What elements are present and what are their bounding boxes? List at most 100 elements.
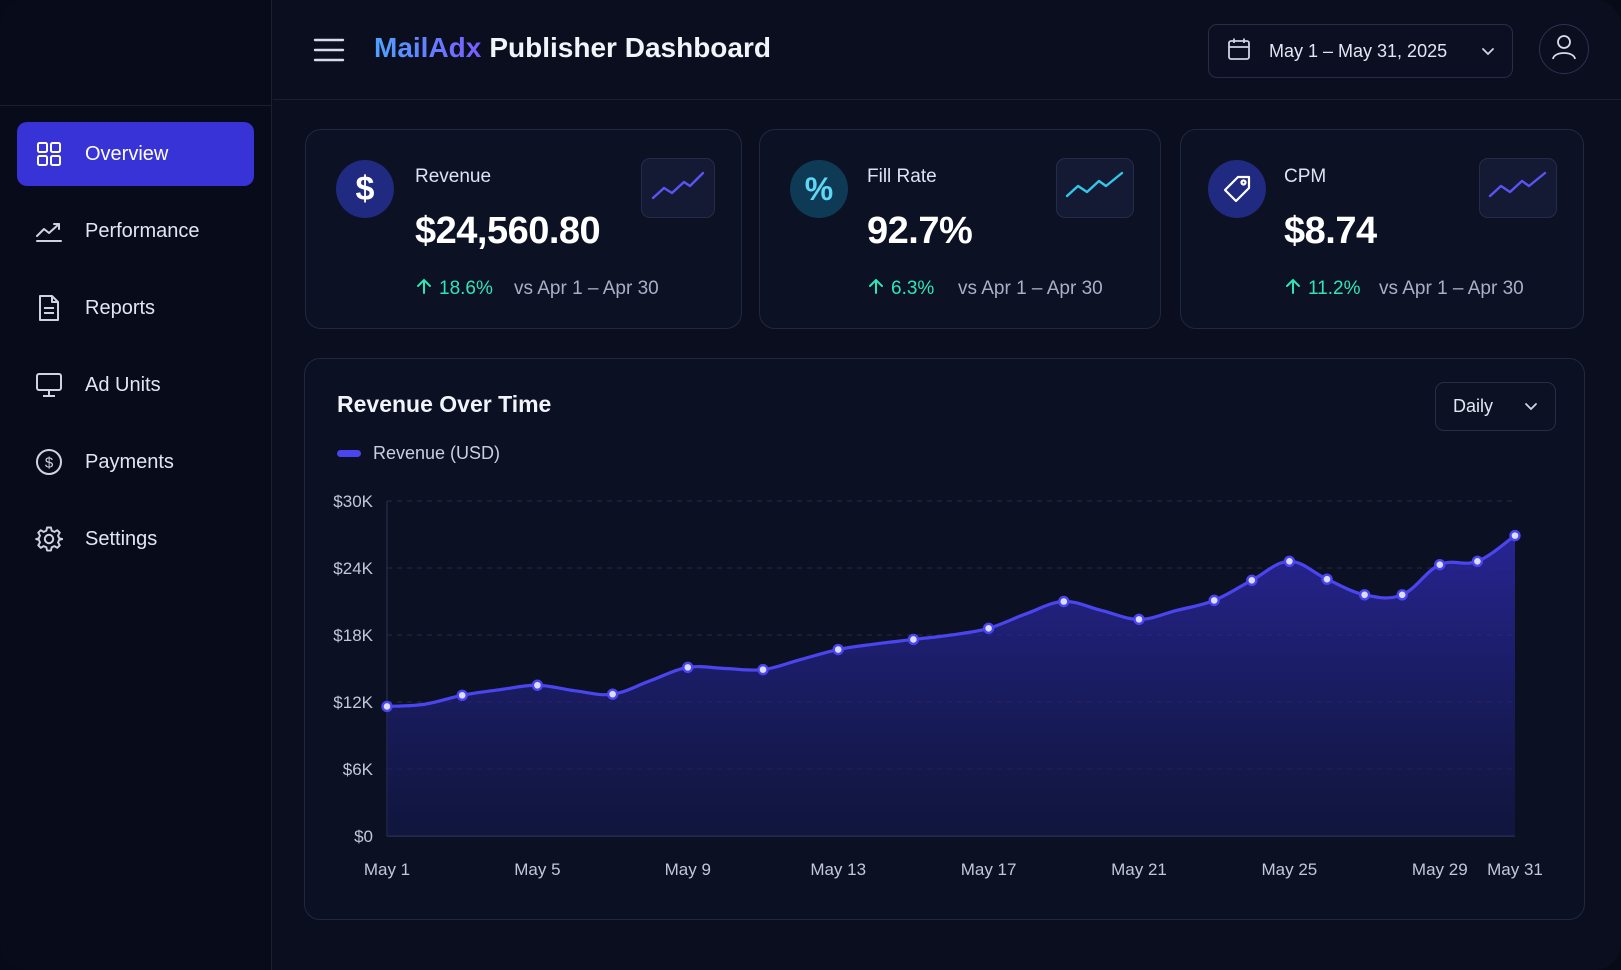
sidebar-item-label: Payments bbox=[85, 450, 174, 473]
dashboard-title: Publisher Dashboard bbox=[489, 32, 771, 63]
data-point[interactable] bbox=[1208, 594, 1220, 607]
x-tick-label: May 17 bbox=[961, 860, 1017, 879]
sparkline-icon bbox=[1488, 170, 1548, 207]
kpi-delta: 18.6% bbox=[415, 277, 493, 301]
x-tick-label: May 21 bbox=[1111, 860, 1167, 879]
data-point[interactable] bbox=[832, 643, 844, 656]
kpi-card-cpm: CPM $8.74 11.2% vs Apr 1 – Apr 30 bbox=[1180, 129, 1584, 329]
data-point[interactable] bbox=[1246, 574, 1258, 586]
kpi-value: $24,560.80 bbox=[415, 210, 601, 252]
svg-text:$: $ bbox=[356, 171, 375, 207]
sidebar-nav: Overview Performance Reports Ad Units bbox=[17, 122, 254, 584]
chart-title: Revenue Over Time bbox=[337, 391, 552, 417]
kpi-delta-value: 11.2% bbox=[1308, 278, 1361, 299]
sidebar-header bbox=[0, 0, 271, 106]
data-point[interactable] bbox=[1133, 613, 1145, 626]
y-tick-label: $24K bbox=[333, 559, 373, 578]
dollar-circle-icon: $ bbox=[35, 448, 63, 476]
x-tick-label: May 5 bbox=[514, 860, 560, 879]
dollar-icon: $ bbox=[336, 160, 394, 218]
user-icon bbox=[1551, 33, 1577, 66]
sidebar-item-label: Performance bbox=[85, 219, 200, 242]
kpi-card-fill-rate: % Fill Rate 92.7% 6.3% vs Apr 1 – Apr 30 bbox=[759, 129, 1161, 329]
sidebar-item-performance[interactable]: Performance bbox=[17, 199, 254, 263]
y-tick-label: $12K bbox=[333, 693, 373, 712]
page-title: MailAdx Publisher Dashboard bbox=[374, 32, 771, 64]
brand-name: MailAdx bbox=[374, 32, 482, 63]
data-point[interactable] bbox=[757, 663, 769, 676]
granularity-value: Daily bbox=[1453, 396, 1494, 416]
x-tick-label: May 1 bbox=[364, 860, 410, 879]
data-point[interactable] bbox=[1283, 555, 1296, 568]
sidebar-item-label: Reports bbox=[85, 296, 156, 319]
chevron-down-icon bbox=[1523, 398, 1539, 419]
sidebar-item-ad-units[interactable]: Ad Units bbox=[17, 353, 254, 417]
sparkline-button[interactable] bbox=[641, 158, 715, 218]
trend-icon bbox=[35, 217, 63, 245]
revenue-area-chart: $0 $6K $12K $18K $24K $30K May 1 May 5 May 9 May … bbox=[333, 492, 1543, 879]
revenue-chart-panel: Revenue Over Time Revenue (USD) Daily $0… bbox=[304, 358, 1585, 920]
sidebar-item-reports[interactable]: Reports bbox=[17, 276, 254, 340]
svg-text:%: % bbox=[805, 171, 833, 207]
monitor-icon bbox=[35, 371, 63, 399]
top-bar: MailAdx Publisher Dashboard May 1 – May 3… bbox=[273, 0, 1621, 100]
x-tick-label: May 13 bbox=[810, 860, 866, 879]
granularity-select[interactable]: Daily bbox=[1435, 382, 1556, 431]
data-point[interactable] bbox=[907, 633, 920, 646]
kpi-value: $8.74 bbox=[1284, 210, 1377, 252]
kpi-delta-value: 18.6% bbox=[439, 278, 493, 299]
sparkline-button[interactable] bbox=[1056, 158, 1134, 218]
date-range-label: May 1 – May 31, 2025 bbox=[1269, 40, 1448, 61]
gear-icon bbox=[35, 525, 63, 553]
sparkline-icon bbox=[1065, 170, 1125, 207]
legend-swatch bbox=[337, 450, 361, 457]
sidebar-item-settings[interactable]: Settings bbox=[17, 507, 254, 571]
chart-legend: Revenue (USD) bbox=[337, 443, 500, 464]
kpi-delta: 11.2% bbox=[1284, 277, 1360, 301]
y-tick-label: $0 bbox=[354, 827, 373, 846]
date-range-picker[interactable]: May 1 – May 31, 2025 bbox=[1208, 24, 1513, 78]
kpi-comparison: vs Apr 1 – Apr 30 bbox=[514, 278, 659, 299]
y-tick-label: $30K bbox=[333, 492, 373, 511]
calendar-icon bbox=[1227, 37, 1251, 66]
menu-icon[interactable] bbox=[313, 36, 345, 64]
arrow-up-icon bbox=[1284, 277, 1302, 301]
sidebar-item-label: Settings bbox=[85, 527, 158, 550]
revenue-area-fill bbox=[387, 535, 1515, 836]
data-point[interactable] bbox=[606, 688, 619, 700]
data-point[interactable] bbox=[1321, 573, 1333, 585]
svg-text:$: $ bbox=[45, 455, 54, 472]
sidebar-item-label: Ad Units bbox=[85, 373, 161, 396]
data-point[interactable] bbox=[1471, 555, 1484, 568]
chevron-down-icon bbox=[1480, 43, 1496, 64]
data-point[interactable] bbox=[531, 679, 544, 691]
user-avatar[interactable] bbox=[1539, 24, 1589, 74]
kpi-value: 92.7% bbox=[867, 210, 973, 252]
data-point[interactable] bbox=[682, 661, 694, 674]
data-point[interactable] bbox=[381, 700, 393, 713]
kpi-comparison: vs Apr 1 – Apr 30 bbox=[1379, 278, 1524, 299]
data-point[interactable] bbox=[1509, 529, 1521, 542]
kpi-label: Fill Rate bbox=[867, 166, 937, 187]
x-tick-label: May 31 bbox=[1487, 860, 1543, 879]
y-tick-label: $6K bbox=[343, 760, 374, 779]
kpi-comparison: vs Apr 1 – Apr 30 bbox=[958, 278, 1103, 299]
y-tick-label: $18K bbox=[333, 626, 373, 645]
sidebar: Overview Performance Reports Ad Units bbox=[0, 0, 272, 970]
kpi-delta-value: 6.3% bbox=[891, 278, 935, 299]
document-icon bbox=[35, 294, 63, 322]
data-point[interactable] bbox=[1396, 589, 1408, 601]
kpi-card-revenue: $ Revenue $24,560.80 18.6% vs Apr 1 – Ap… bbox=[305, 129, 742, 329]
data-point[interactable] bbox=[1058, 595, 1070, 608]
data-point[interactable] bbox=[1434, 558, 1446, 571]
sparkline-icon bbox=[651, 170, 705, 207]
sidebar-item-payments[interactable]: $ Payments bbox=[17, 430, 254, 494]
data-point[interactable] bbox=[456, 689, 468, 701]
sparkline-button[interactable] bbox=[1479, 158, 1557, 218]
sidebar-item-overview[interactable]: Overview bbox=[17, 122, 254, 186]
data-point[interactable] bbox=[1358, 589, 1371, 601]
x-tick-label: May 29 bbox=[1412, 860, 1468, 879]
tag-icon bbox=[1208, 160, 1266, 218]
data-point[interactable] bbox=[982, 622, 995, 634]
